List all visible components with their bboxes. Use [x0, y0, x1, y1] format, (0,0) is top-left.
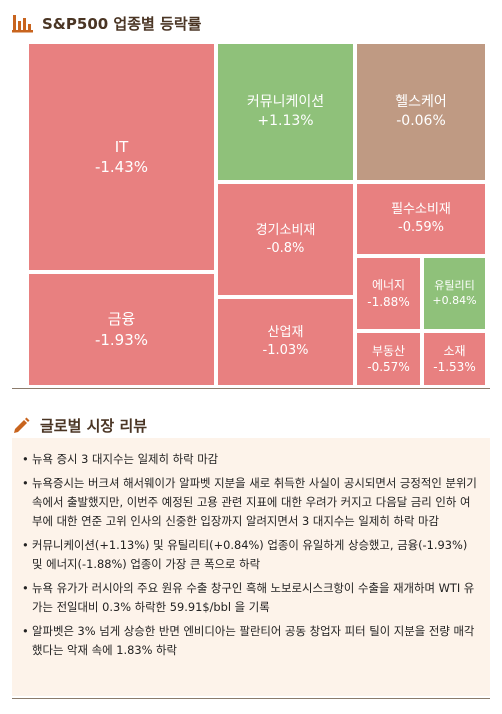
tile-value: -0.8% [266, 240, 305, 256]
tile-name: 산업재 [267, 325, 304, 341]
tile-value: -1.53% [433, 360, 476, 374]
tile-it: IT -1.43% [27, 42, 216, 272]
tile-name: 헬스케어 [395, 94, 447, 111]
tile-value: -0.59% [398, 220, 444, 235]
tile-value: +1.13% [257, 113, 314, 129]
divider [12, 698, 490, 699]
review-bullet: • 뉴욕증시는 버크셔 해서웨이가 알파벳 지분을 새로 취득한 사실이 공시되면… [22, 476, 477, 528]
tile-financials: 금융 -1.93% [27, 272, 216, 387]
tile-name: 에너지 [371, 278, 406, 293]
tile-name: 금융 [107, 310, 136, 329]
tile-materials: 소재 -1.53% [422, 331, 487, 387]
tile-healthcare: 헬스케어 -0.06% [355, 42, 487, 182]
tile-value: -1.88% [367, 294, 410, 309]
pencil-icon [14, 417, 30, 433]
review-bullet: • 뉴욕 유가가 러시아의 주요 원유 수출 창구인 흑해 노보로시스크항이 수출… [22, 581, 475, 614]
tile-name: 유틸리티 [434, 278, 475, 292]
review-bullet: • 커뮤니케이션(+1.13%) 및 유틸리티(+0.84%) 업종이 유일하게 … [22, 538, 468, 571]
tile-value: -0.06% [396, 113, 446, 129]
tile-name: 커뮤니케이션 [246, 94, 325, 111]
tile-value: -1.43% [94, 158, 149, 176]
tile-value: +0.84% [432, 293, 477, 307]
tile-name: 필수소비재 [391, 202, 451, 218]
divider [12, 388, 490, 389]
tile-name: 소재 [443, 343, 466, 358]
tile-name: 부동산 [371, 343, 406, 358]
tile-energy: 에너지 -1.88% [355, 256, 422, 331]
treemap: IT -1.43% 커뮤니케이션 +1.13% 헬스케어 -0.06% 필수소비재 -0.59… [27, 42, 487, 387]
tile-real-estate: 부동산 -0.57% [355, 331, 422, 387]
review-box: • 뉴욕 증시 3 대지수는 일제히 하락 마감 • 뉴욕증시는 버크셔 해서웨이가… [12, 438, 490, 696]
tile-value: -0.57% [367, 360, 410, 374]
review-header: 글로벌 시장 리뷰 [12, 412, 147, 438]
tile-value: -1.03% [262, 343, 309, 358]
tile-consumer-discretionary: 경기소비재 -0.8% [216, 182, 355, 297]
tile-industrials: 산업재 -1.03% [216, 297, 355, 387]
tile-name: IT [114, 137, 129, 156]
tile-value: -1.93% [94, 330, 149, 349]
review-bullet: • 알파벳은 3% 넘게 상승한 반면 엔비디아는 팔란티어 공동 창업자 피터 … [22, 624, 475, 657]
tile-utilities: 유틸리티 +0.84% [422, 256, 487, 331]
review-title: 글로벌 시장 리뷰 [40, 416, 148, 435]
chart-title: S&P500 업종별 등락률 [42, 14, 202, 33]
bar-chart-icon [12, 15, 33, 33]
review-bullet: • 뉴욕 증시 3 대지수는 일제히 하락 마감 [22, 452, 219, 466]
tile-consumer-staples: 필수소비재 -0.59% [355, 182, 487, 256]
chart-header: S&P500 업종별 등락률 [12, 10, 201, 36]
tile-name: 경기소비재 [255, 222, 316, 238]
tile-communication: 커뮤니케이션 +1.13% [216, 42, 355, 182]
